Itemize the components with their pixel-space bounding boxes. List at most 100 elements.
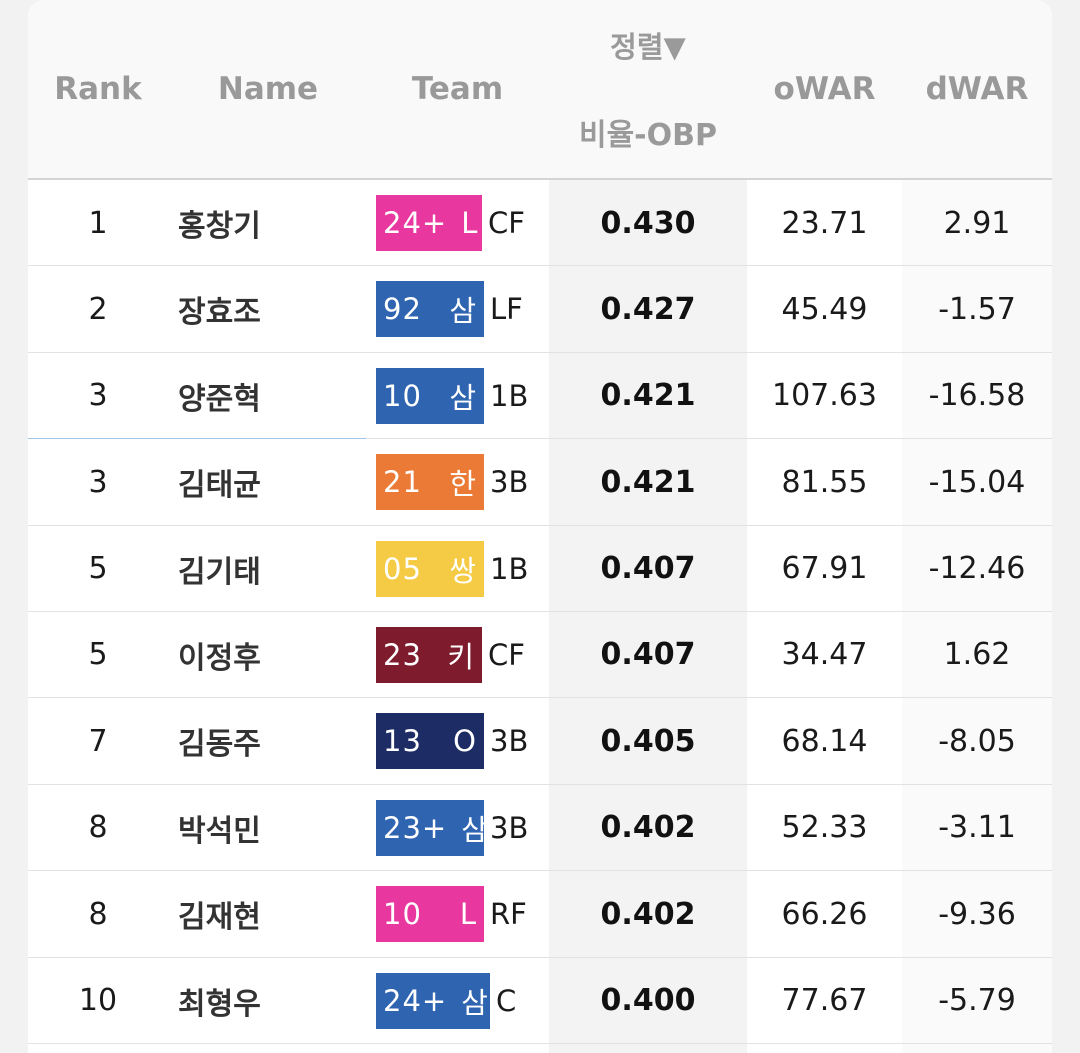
position: LF: [490, 292, 523, 327]
header-name[interactable]: Name: [217, 71, 319, 107]
team-cell: 23 키 CF: [376, 612, 551, 698]
table-body: 1 홍창기 24+ L CF 0.430 23.71 2.91 2 장효조 92…: [28, 180, 1052, 1044]
table-row[interactable]: 3 양준혁 10 삼 1B 0.421 107.63 -16.58: [28, 353, 1052, 440]
header-rank[interactable]: Rank: [54, 71, 142, 107]
table-row[interactable]: 8 김재현 10 L RF 0.402 66.26 -9.36: [28, 871, 1052, 958]
dwar-value: 2.91: [943, 205, 1011, 241]
table-row[interactable]: 5 김기태 05 쌍 1B 0.407 67.91 -12.46: [28, 526, 1052, 612]
player-name[interactable]: 최형우: [178, 986, 261, 1022]
position: 3B: [490, 465, 529, 500]
dwar-value: -8.05: [938, 723, 1016, 759]
team-cell: 21 한 3B: [376, 439, 551, 525]
team-abbrev: 키: [447, 639, 475, 674]
owar-value: 52.33: [781, 810, 868, 846]
player-name[interactable]: 장효조: [178, 295, 261, 331]
owar-value: 68.14: [781, 723, 868, 759]
dwar-value: -16.58: [928, 378, 1026, 414]
header-obp-label: 비율-OBP: [578, 118, 717, 153]
player-name[interactable]: 이정후: [178, 640, 261, 676]
position: CF: [488, 206, 525, 240]
rank-cell: 2: [88, 291, 108, 327]
team-cell: 10 L RF: [376, 871, 551, 957]
dwar-column-background: [902, 180, 1052, 1053]
obp-value: 0.430: [600, 205, 696, 241]
dwar-value: 1.62: [943, 637, 1011, 673]
obp-value: 0.402: [600, 896, 696, 932]
obp-value: 0.407: [600, 637, 696, 673]
player-name[interactable]: 박석민: [178, 813, 261, 849]
obp-value: 0.427: [600, 291, 696, 327]
rank-cell: 10: [78, 983, 118, 1019]
player-name[interactable]: 김기태: [178, 554, 261, 590]
header-obp[interactable]: 정렬▼ 비율-OBP: [549, 0, 747, 178]
row-divider: [28, 351, 1052, 353]
season-year: 13: [383, 724, 422, 759]
row-divider: [28, 265, 1052, 267]
table-row[interactable]: 10 최형우 24+ 삼 C 0.400 77.67 -5.79: [28, 958, 1052, 1044]
season-year: 24+: [383, 983, 448, 1018]
owar-value: 23.71: [781, 205, 868, 241]
obp-value: 0.421: [600, 464, 696, 500]
team-abbrev: L: [461, 206, 479, 240]
player-name[interactable]: 양준혁: [178, 381, 261, 417]
owar-value: 81.55: [781, 464, 868, 500]
dwar-value: -1.57: [938, 291, 1016, 327]
table-header: Rank Name Team 정렬▼ 비율-OBP oWAR dWAR: [28, 0, 1052, 180]
row-divider: [28, 1042, 1052, 1044]
dwar-value: -9.36: [938, 896, 1016, 932]
obp-value: 0.407: [600, 551, 696, 587]
header-team[interactable]: Team: [411, 71, 504, 107]
season-year: 21: [383, 465, 422, 500]
player-name[interactable]: 김재현: [178, 900, 261, 936]
table-row[interactable]: 7 김동주 13 O 3B 0.405 68.14 -8.05: [28, 698, 1052, 785]
table-row[interactable]: 8 박석민 23+ 삼 3B 0.402 52.33 -3.11: [28, 785, 1052, 872]
table-row[interactable]: 1 홍창기 24+ L CF 0.430 23.71 2.91: [28, 180, 1052, 267]
header-owar[interactable]: oWAR: [773, 71, 876, 107]
owar-value: 107.63: [772, 378, 877, 414]
team-cell: 23+ 삼 3B: [376, 785, 551, 871]
row-divider: [28, 438, 1052, 440]
rank-cell: 1: [88, 205, 108, 241]
row-divider: [28, 610, 1052, 612]
player-name[interactable]: 김동주: [178, 727, 261, 763]
position: 3B: [490, 810, 529, 845]
rank-cell: 7: [88, 723, 108, 759]
row-divider: [28, 956, 1052, 958]
header-dwar[interactable]: dWAR: [925, 71, 1029, 107]
team-abbrev: 쌍: [449, 553, 477, 588]
table-row[interactable]: 5 이정후 23 키 CF 0.407 34.47 1.62: [28, 612, 1052, 699]
team-abbrev: 삼: [449, 294, 477, 329]
owar-value: 45.49: [781, 291, 868, 327]
rank-cell: 5: [88, 551, 108, 587]
team-abbrev: 삼: [461, 985, 489, 1020]
position: C: [496, 983, 517, 1018]
team-cell: 92 삼 LF: [376, 266, 551, 352]
obp-value: 0.421: [600, 378, 696, 414]
table-row[interactable]: 3 김태균 21 한 3B 0.421 81.55 -15.04: [28, 439, 1052, 526]
team-badge: 13 O: [376, 713, 484, 770]
row-divider: [28, 783, 1052, 785]
position: 1B: [490, 378, 529, 413]
obp-value: 0.400: [600, 983, 696, 1019]
team-badge: 23+ 삼: [376, 799, 488, 856]
row-divider: [28, 524, 1052, 526]
position: RF: [490, 897, 527, 932]
rank-cell: 8: [88, 896, 108, 932]
team-badge: 24+ 삼: [376, 972, 490, 1029]
dwar-value: -3.11: [938, 810, 1016, 846]
dwar-value: -12.46: [928, 551, 1026, 587]
team-abbrev: O: [453, 724, 477, 759]
team-badge: 05 쌍: [376, 540, 484, 597]
sort-link[interactable]: 정렬▼: [610, 30, 686, 64]
season-year: 23: [383, 637, 422, 672]
table-row[interactable]: 2 장효조 92 삼 LF 0.427 45.49 -1.57: [28, 266, 1052, 353]
team-badge: 10 L: [376, 886, 484, 943]
player-name[interactable]: 홍창기: [178, 209, 261, 244]
team-badge: 21 한: [376, 454, 484, 511]
season-year: 24+: [383, 206, 448, 240]
team-abbrev: 한: [449, 467, 477, 502]
team-cell: 13 O 3B: [376, 698, 551, 784]
team-cell: 10 삼 1B: [376, 353, 551, 439]
player-name[interactable]: 김태균: [178, 468, 261, 504]
rank-cell: 8: [88, 810, 108, 846]
